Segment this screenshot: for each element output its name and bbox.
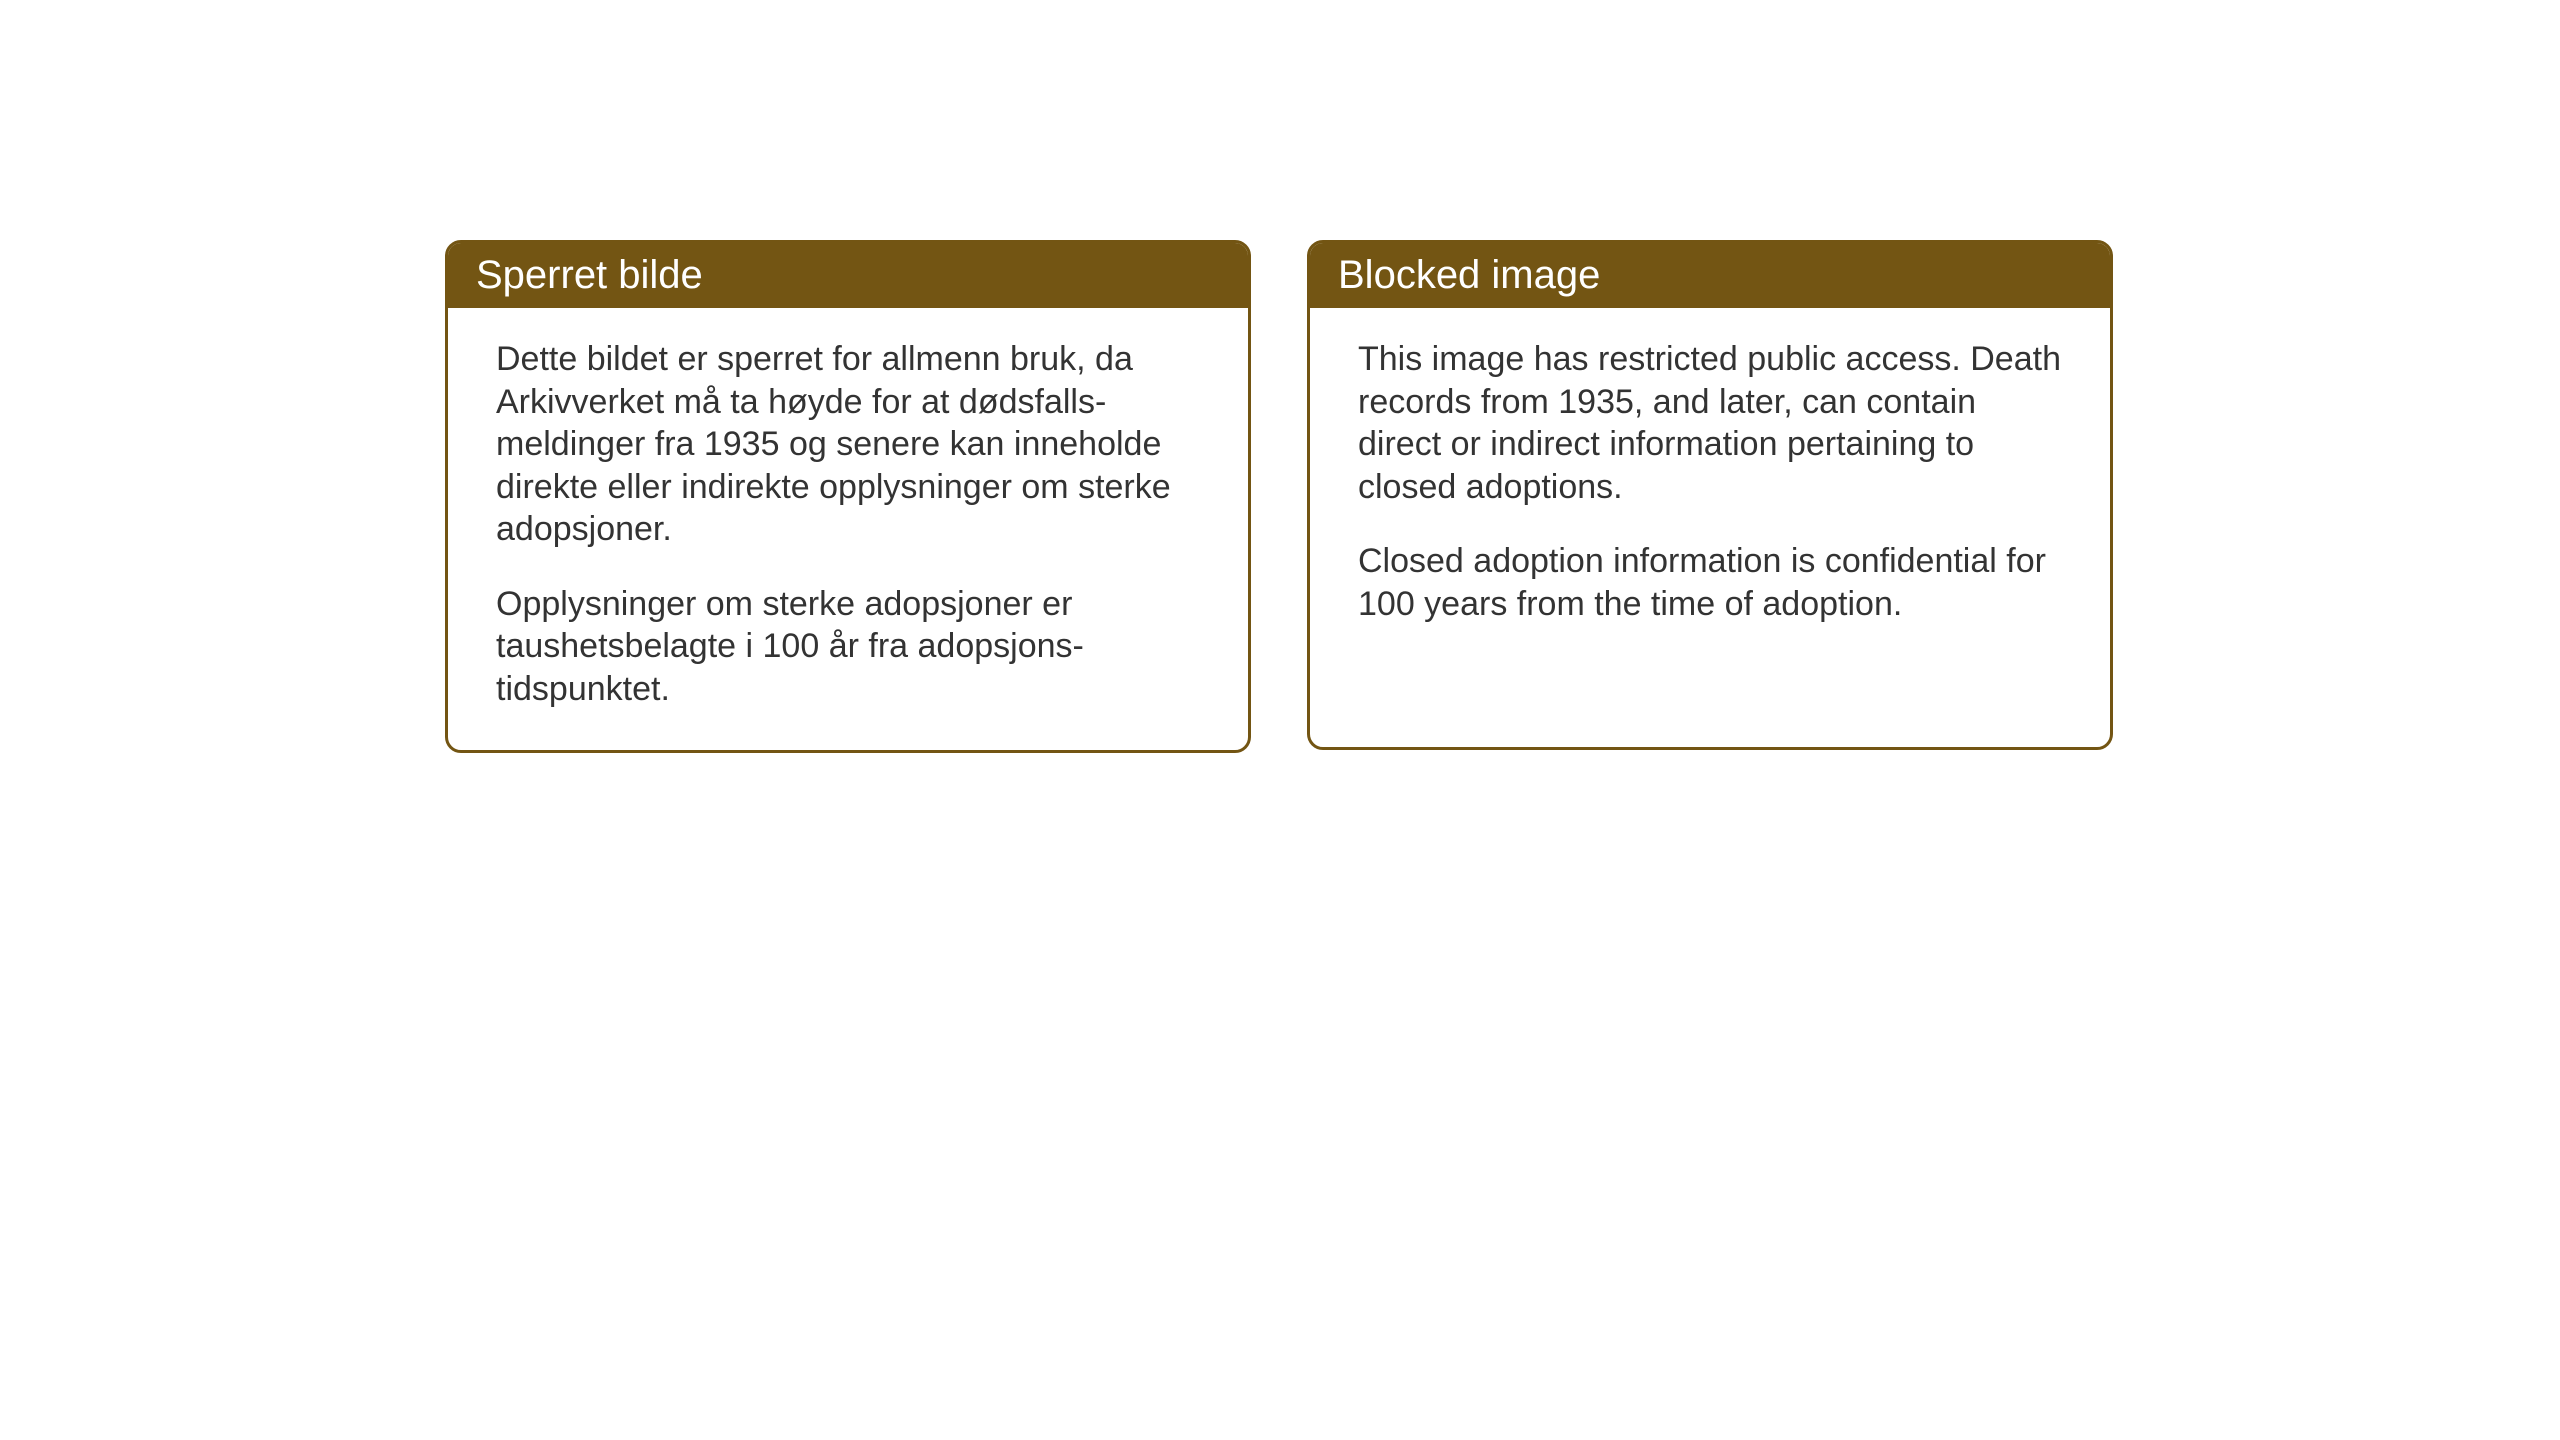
card-paragraph-2-norwegian: Opplysninger om sterke adopsjoner er tau…: [496, 583, 1200, 711]
blocked-image-card-norwegian: Sperret bilde Dette bildet er sperret fo…: [445, 240, 1251, 753]
card-body-norwegian: Dette bildet er sperret for allmenn bruk…: [448, 308, 1248, 750]
card-paragraph-1-english: This image has restricted public access.…: [1358, 338, 2062, 508]
card-header-norwegian: Sperret bilde: [448, 243, 1248, 308]
card-body-english: This image has restricted public access.…: [1310, 308, 2110, 665]
cards-container: Sperret bilde Dette bildet er sperret fo…: [445, 240, 2113, 753]
card-paragraph-2-english: Closed adoption information is confident…: [1358, 540, 2062, 625]
blocked-image-card-english: Blocked image This image has restricted …: [1307, 240, 2113, 750]
card-paragraph-1-norwegian: Dette bildet er sperret for allmenn bruk…: [496, 338, 1200, 551]
card-header-english: Blocked image: [1310, 243, 2110, 308]
